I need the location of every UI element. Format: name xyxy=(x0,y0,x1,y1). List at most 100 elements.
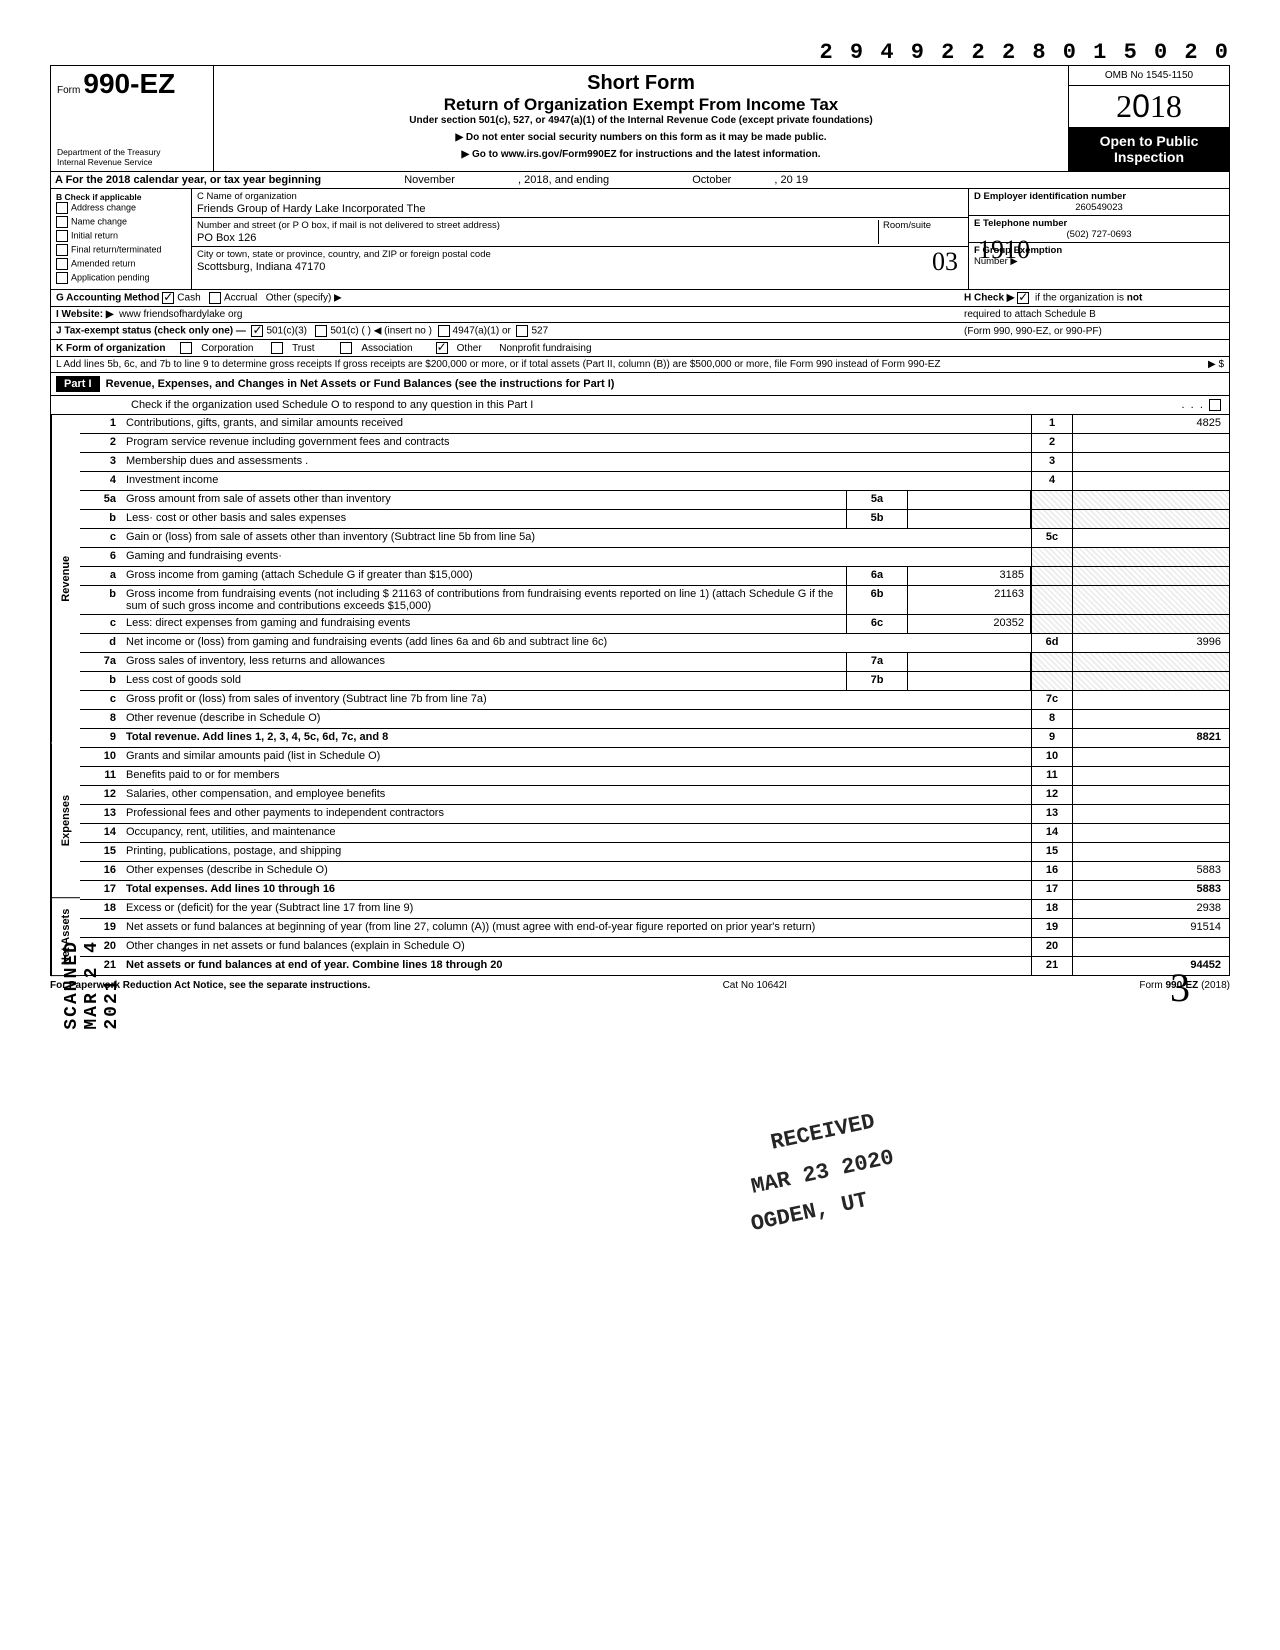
b-checkbox[interactable] xyxy=(56,258,68,270)
b-checkbox[interactable] xyxy=(56,230,68,242)
row-j: J Tax-exempt status (check only one) — 5… xyxy=(50,323,1230,340)
h-text-3: (Form 990, 990-EZ, or 990-PF) xyxy=(964,326,1224,337)
c-name-label: C Name of organization xyxy=(197,191,963,202)
line-17: 17Total expenses. Add lines 10 through 1… xyxy=(80,881,1229,900)
k-other-text: Nonprofit fundraising xyxy=(499,343,591,354)
g-accrual-checkbox[interactable] xyxy=(209,292,221,304)
l-arrow: ▶ $ xyxy=(1208,359,1224,370)
handwritten-3: 3 xyxy=(1170,964,1190,1011)
g-cash: Cash xyxy=(177,293,200,304)
k-corp: Corporation xyxy=(201,343,253,354)
line-9: 9Total revenue. Add lines 1, 2, 3, 4, 5c… xyxy=(80,729,1229,748)
form-number: 990-EZ xyxy=(83,68,175,99)
tracking-number: 2 9 4 9 2 2 2 8 0 1 5 0 2 0 xyxy=(50,40,1230,65)
line-19: 19Net assets or fund balances at beginni… xyxy=(80,919,1229,938)
b-checkbox[interactable] xyxy=(56,216,68,228)
k-trust-checkbox[interactable] xyxy=(271,342,283,354)
line-21: 21Net assets or fund balances at end of … xyxy=(80,957,1229,976)
footer-mid: Cat No 10642I xyxy=(723,980,788,991)
k-other-checkbox[interactable] xyxy=(436,342,448,354)
g-accrual: Accrual xyxy=(224,293,257,304)
line-12: 12Salaries, other compensation, and empl… xyxy=(80,786,1229,805)
line-20: 20Other changes in net assets or fund ba… xyxy=(80,938,1229,957)
footer: For Paperwork Reduction Act Notice, see … xyxy=(50,976,1230,991)
org-street: PO Box 126 xyxy=(197,232,878,244)
handwritten-1910: 1910 xyxy=(978,235,1030,265)
b-label: B Check if applicable xyxy=(56,192,186,202)
c-street-label: Number and street (or P O box, if mail i… xyxy=(197,220,878,231)
website: www friendsofhardylake org xyxy=(119,309,242,320)
line-b: bLess· cost or other basis and sales exp… xyxy=(80,510,1229,529)
row-a-mid: , 2018, and ending xyxy=(518,174,609,186)
h-text-1: if the organization is not xyxy=(1035,293,1142,304)
handwritten-03: 03 xyxy=(932,247,958,277)
line-1: 1Contributions, gifts, grants, and simil… xyxy=(80,415,1229,434)
line-16: 16Other expenses (describe in Schedule O… xyxy=(80,862,1229,881)
row-a-begin-month: November xyxy=(404,174,455,186)
row-g-h: G Accounting Method Cash Accrual Other (… xyxy=(50,290,1230,307)
k-corp-checkbox[interactable] xyxy=(180,342,192,354)
j-527-checkbox[interactable] xyxy=(516,325,528,337)
row-a-end-month: October xyxy=(692,174,731,186)
k-trust: Trust xyxy=(292,343,314,354)
g-other: Other (specify) ▶ xyxy=(266,293,342,304)
b-checkbox[interactable] xyxy=(56,244,68,256)
d-ein-label: D Employer identification number xyxy=(974,191,1224,202)
line-11: 11Benefits paid to or for members11 xyxy=(80,767,1229,786)
part1-title: Revenue, Expenses, and Changes in Net As… xyxy=(106,378,615,390)
scanned-stamp: SCANNED MAR 2 4 2021 xyxy=(62,940,122,1030)
j-501c-checkbox[interactable] xyxy=(315,325,327,337)
row-l: L Add lines 5b, 6c, and 7b to line 9 to … xyxy=(50,357,1230,373)
part1-check-text: Check if the organization used Schedule … xyxy=(131,399,533,411)
row-a-end-year: , 20 19 xyxy=(774,174,808,186)
k-assoc-checkbox[interactable] xyxy=(340,342,352,354)
i-label: I Website: ▶ xyxy=(56,309,114,320)
part1-check-row: Check if the organization used Schedule … xyxy=(50,396,1230,415)
row-a-label: A For the 2018 calendar year, or tax yea… xyxy=(55,174,321,186)
line-13: 13Professional fees and other payments t… xyxy=(80,805,1229,824)
part1-grid: Revenue Expenses Net Assets 1Contributio… xyxy=(50,415,1230,976)
line-d: dNet income or (loss) from gaming and fu… xyxy=(80,634,1229,653)
h-text-2: required to attach Schedule B xyxy=(964,309,1224,320)
k-label: K Form of organization xyxy=(56,343,165,354)
c-room-label: Room/suite xyxy=(883,220,963,231)
line-2: 2Program service revenue including gover… xyxy=(80,434,1229,453)
line-18: 18Excess or (deficit) for the year (Subt… xyxy=(80,900,1229,919)
line-c: cGross profit or (loss) from sales of in… xyxy=(80,691,1229,710)
j-501c3: 501(c)(3) xyxy=(266,326,307,337)
return-title: Return of Organization Exempt From Incom… xyxy=(224,95,1058,115)
g-cash-checkbox[interactable] xyxy=(162,292,174,304)
tax-year: 20201818 xyxy=(1069,86,1229,127)
part1-checkbox[interactable] xyxy=(1209,399,1221,411)
line-4: 4Investment income4 xyxy=(80,472,1229,491)
j-501c: 501(c) ( ) ◀ (insert no ) xyxy=(330,326,432,337)
row-i: I Website: ▶ www friendsofhardylake org … xyxy=(50,307,1230,323)
row-k: K Form of organization Corporation Trust… xyxy=(50,340,1230,357)
e-phone-label: E Telephone number xyxy=(974,218,1224,229)
org-name: Friends Group of Hardy Lake Incorporated… xyxy=(197,203,963,215)
j-4947: 4947(a)(1) or xyxy=(453,326,511,337)
form-prefix: Form xyxy=(57,85,80,96)
line-6: 6Gaming and fundraising events· xyxy=(80,548,1229,567)
l-text: L Add lines 5b, 6c, and 7b to line 9 to … xyxy=(56,359,941,370)
j-501c3-checkbox[interactable] xyxy=(251,325,263,337)
j-4947-checkbox[interactable] xyxy=(438,325,450,337)
received-stamp: RECEIVED xyxy=(769,1109,878,1155)
open-public: Open to Public Inspection xyxy=(1069,127,1229,171)
b-checkbox[interactable] xyxy=(56,272,68,284)
line-c: cGain or (loss) from sale of assets othe… xyxy=(80,529,1229,548)
d-ein: 260549023 xyxy=(974,202,1224,213)
row-a-tax-year: A For the 2018 calendar year, or tax yea… xyxy=(50,172,1230,189)
side-revenue: Revenue xyxy=(51,415,80,743)
line-15: 15Printing, publications, postage, and s… xyxy=(80,843,1229,862)
j-527: 527 xyxy=(531,326,548,337)
part1-badge: Part I xyxy=(56,376,100,392)
form-header: Form 990-EZ Department of the Treasury I… xyxy=(50,65,1230,172)
b-checkbox[interactable] xyxy=(56,202,68,214)
ssn-warning: ▶ Do not enter social security numbers o… xyxy=(224,132,1058,143)
ogden-stamp: OGDEN, UT xyxy=(749,1188,870,1237)
h-checkbox[interactable] xyxy=(1017,292,1029,304)
k-assoc: Association xyxy=(361,343,412,354)
omb-number: OMB No 1545-1150 xyxy=(1069,66,1229,86)
line-14: 14Occupancy, rent, utilities, and mainte… xyxy=(80,824,1229,843)
